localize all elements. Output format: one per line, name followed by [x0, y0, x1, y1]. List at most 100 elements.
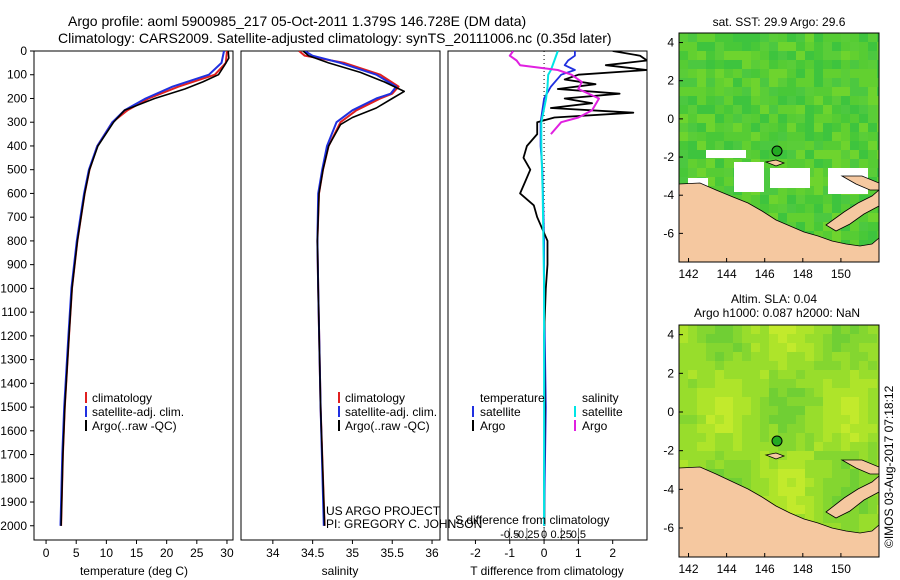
heatmap-cell [769, 487, 778, 496]
island-manus [764, 159, 786, 167]
heatmap-cell [832, 78, 841, 87]
heatmap-cell [751, 379, 760, 388]
heatmap-cell [868, 87, 877, 96]
heatmap-cell [841, 159, 850, 168]
heatmap-cell [688, 460, 697, 469]
heatmap-cell [814, 168, 823, 177]
heatmap-cell [823, 159, 832, 168]
heatmap-cell [688, 159, 697, 168]
heatmap-cell [688, 33, 697, 42]
heatmap-cell [778, 478, 787, 487]
heatmap-cell [877, 334, 879, 343]
lat-tick-label: -2 [663, 150, 674, 164]
salinity-xlabel: salinity [322, 564, 359, 578]
heatmap-cell [679, 42, 688, 51]
heatmap-cell [823, 168, 832, 177]
heatmap-cell [733, 87, 742, 96]
heatmap-cell [868, 231, 877, 240]
heatmap-cell [868, 159, 877, 168]
heatmap-cell [742, 478, 751, 487]
heatmap-cell [805, 496, 814, 505]
heatmap-cell [868, 361, 877, 370]
heatmap-cell [787, 460, 796, 469]
depth-tick-label: 700 [7, 210, 27, 224]
heatmap-cell [841, 69, 850, 78]
heatmap-cell [706, 361, 715, 370]
heatmap-cell [877, 204, 879, 213]
project-annotation: US ARGO PROJECT [326, 504, 441, 518]
heatmap-cell [850, 222, 859, 231]
heatmap-cell [688, 343, 697, 352]
heatmap-cell [697, 343, 706, 352]
heatmap-cell [715, 325, 724, 334]
heatmap-cell [823, 388, 832, 397]
heatmap-cell [733, 78, 742, 87]
heatmap-cell [823, 123, 832, 132]
heatmap-cell [742, 195, 751, 204]
lat-tick-label: -4 [663, 188, 674, 202]
heatmap-cell [814, 33, 823, 42]
heatmap-cell [679, 141, 688, 150]
heatmap-cell [688, 96, 697, 105]
heatmap-cell [832, 523, 841, 532]
heatmap-cell [805, 379, 814, 388]
imos-credit: ©IMOS 03-Aug-2017 07:18:12 [882, 385, 896, 548]
heatmap-cell [841, 433, 850, 442]
heatmap-cell [697, 424, 706, 433]
heatmap-cell [850, 505, 859, 514]
x-tick-label: 34 [266, 546, 280, 560]
heatmap-cell [778, 51, 787, 60]
heatmap-cell [850, 96, 859, 105]
heatmap-cell [841, 514, 850, 523]
heatmap-cell [778, 87, 787, 96]
heatmap-cell [706, 460, 715, 469]
heatmap-cell [787, 343, 796, 352]
heatmap-cell [787, 334, 796, 343]
heatmap-cell [859, 397, 868, 406]
heatmap-cell [796, 388, 805, 397]
heatmap-cell [733, 325, 742, 334]
heatmap-cell [751, 105, 760, 114]
x-tick-label: 25 [190, 546, 204, 560]
heatmap-cell [823, 424, 832, 433]
heatmap-cell [814, 406, 823, 415]
heatmap-cell [760, 186, 769, 195]
heatmap-cell [868, 514, 877, 523]
heatmap-cell [823, 433, 832, 442]
heatmap-cell [805, 451, 814, 460]
heatmap-cell [850, 42, 859, 51]
heatmap-cell [877, 60, 879, 69]
temperature-frame [33, 50, 234, 541]
heatmap-cell [751, 78, 760, 87]
no-data-patch [706, 150, 746, 158]
heatmap-cell [679, 60, 688, 69]
heatmap-cell [850, 195, 859, 204]
heatmap-cell [688, 379, 697, 388]
heatmap-cell [715, 460, 724, 469]
x-tick-label: 1 [575, 546, 582, 560]
heatmap-cell [823, 204, 832, 213]
heatmap-cell [787, 141, 796, 150]
legend-swatch-argo [85, 420, 87, 431]
heatmap-cell [796, 469, 805, 478]
legend-swatch-satellite [85, 406, 87, 417]
argo-float-marker [771, 145, 783, 157]
heatmap-cell [679, 105, 688, 114]
temperature-series [59, 51, 230, 526]
legend-label-satellite: satellite-adj. clim. [92, 405, 184, 419]
heatmap-cell [859, 33, 868, 42]
heatmap-cell [796, 397, 805, 406]
heatmap-cell [688, 424, 697, 433]
heatmap-cell [877, 177, 879, 186]
heatmap-cell [715, 177, 724, 186]
heatmap-cell [841, 469, 850, 478]
heatmap-cell [751, 487, 760, 496]
legend-swatch-s-satellite [574, 406, 576, 417]
heatmap-cell [733, 352, 742, 361]
heatmap-cell [715, 352, 724, 361]
heatmap-cell [841, 141, 850, 150]
heatmap-cell [850, 442, 859, 451]
island-manus [764, 452, 786, 460]
heatmap-cell [679, 168, 688, 177]
heatmap-cell [832, 433, 841, 442]
